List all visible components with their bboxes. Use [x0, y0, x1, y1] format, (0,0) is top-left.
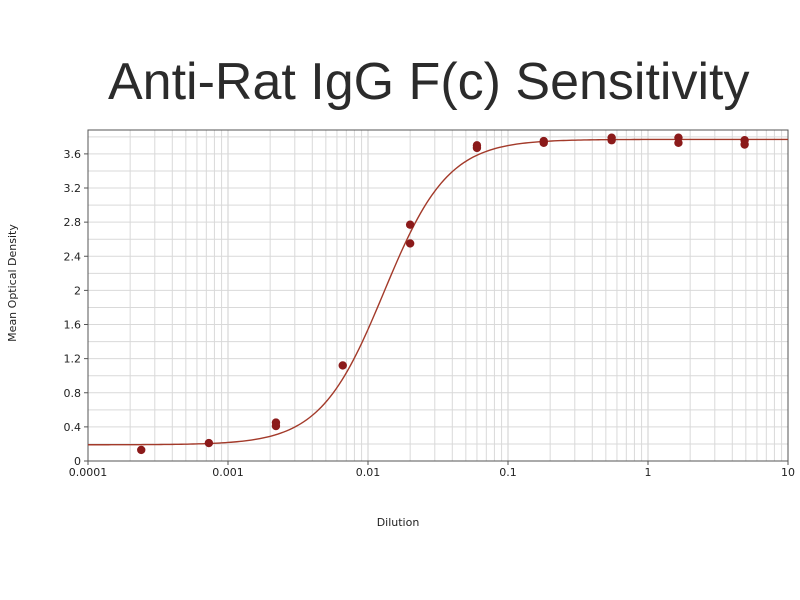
- y-axis-label: Mean Optical Density: [6, 224, 19, 342]
- data-point: [607, 133, 616, 142]
- y-tick-label: 3.6: [64, 148, 82, 161]
- x-tick-label: 0.0001: [69, 466, 108, 479]
- data-point: [472, 141, 482, 150]
- x-tick-label: 0.1: [499, 466, 517, 479]
- y-tick-label: 1.2: [64, 353, 82, 366]
- point-layer: [137, 133, 749, 455]
- grid-layer: [87, 130, 788, 461]
- chart-title: Anti-Rat IgG F(c) Sensitivity: [108, 53, 750, 111]
- y-tick-label: 0: [74, 455, 81, 468]
- x-tick-label: 0.001: [212, 466, 244, 479]
- data-point: [137, 445, 146, 455]
- y-tick-label: 0.8: [64, 387, 82, 400]
- data-point: [338, 361, 347, 370]
- plot-frame: [87, 129, 789, 462]
- data-point: [405, 239, 415, 248]
- y-tick-label: 3.2: [64, 182, 82, 195]
- data-point: [539, 136, 548, 146]
- y-tick-label: 0.4: [64, 421, 82, 434]
- tick-layer: 0.0001 0.001 0.01 0.1 1 10 0 0.4 0.8 1.2 1.6 2 2.4 2.…: [64, 148, 796, 479]
- data-point: [405, 220, 415, 229]
- x-tick-label: 10: [781, 466, 795, 479]
- x-axis-label: Dilution: [377, 516, 420, 529]
- y-tick-label: 2.4: [64, 250, 82, 263]
- x-tick-label: 1: [645, 466, 652, 479]
- data-point: [271, 418, 281, 427]
- x-tick-label: 0.01: [356, 466, 381, 479]
- y-tick-label: 2: [74, 284, 81, 297]
- y-tick-label: 1.6: [64, 319, 82, 332]
- data-point: [204, 438, 214, 448]
- y-tick-label: 2.8: [64, 216, 82, 229]
- data-point: [740, 136, 749, 145]
- fit-curve: [88, 138, 788, 446]
- data-point: [674, 133, 683, 142]
